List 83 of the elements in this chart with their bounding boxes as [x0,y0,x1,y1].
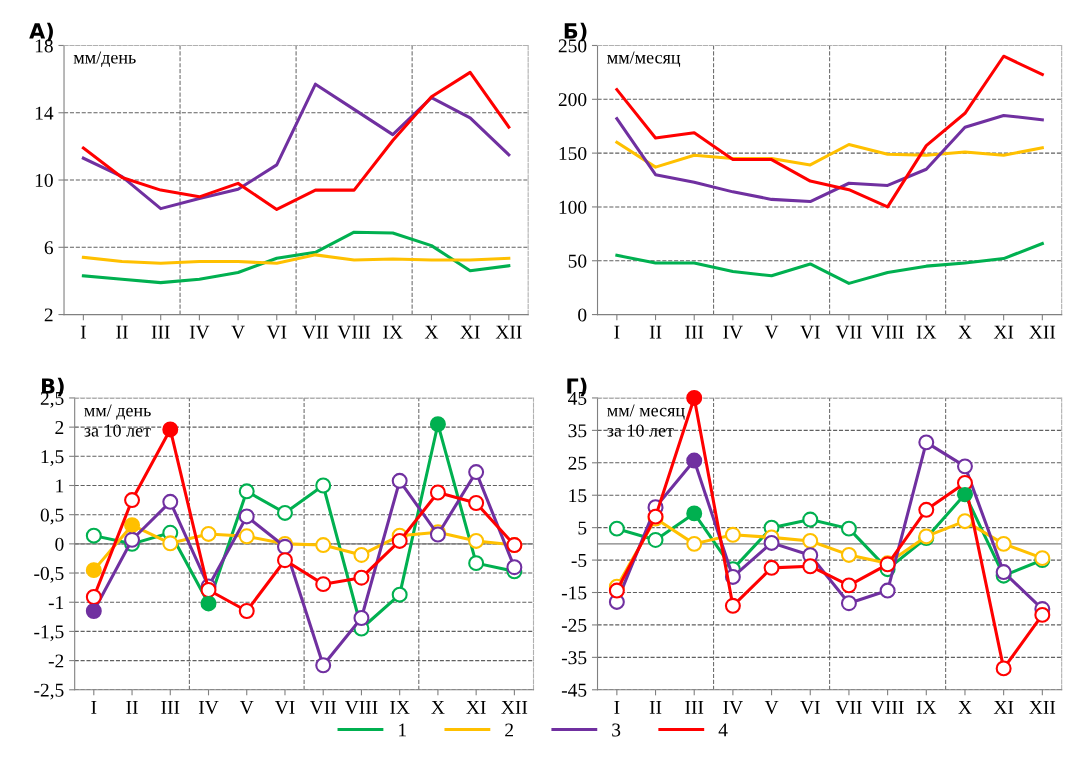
y-tick-label: -15 [561,586,587,600]
x-tick-label: IX [390,700,410,714]
x-tick-label: X [958,700,972,714]
x-tick-label: IX [383,325,403,339]
x-tick-label: XII [501,700,528,714]
legend-label: 3 [612,723,621,737]
annotation: мм/ день за 10 лет [84,404,151,437]
x-tick-label: IV [198,700,219,714]
x-tick-label: VIII [344,700,378,714]
x-tick-label: II [126,700,138,714]
x-tick-label: XII [1029,325,1056,339]
x-tick-label: XII [495,325,522,339]
x-tick-label: V [764,700,779,714]
y-tick-label: 10 [35,173,53,187]
x-tick-label: VIII [871,325,904,339]
x-tick-label: VI [274,700,295,714]
x-tick-label: VII [309,700,337,714]
annotation: мм/день [73,51,136,67]
x-tick-label: X [958,325,972,339]
y-tick-label: -25 [561,618,587,632]
y-tick-label: -1 [48,596,64,609]
x-tick-label: X [431,700,445,714]
x-tick-label: III [685,325,704,339]
x-tick-label: XII [1029,700,1056,714]
y-tick-label: 100 [559,200,587,214]
y-tick-label: 0,5 [40,508,64,525]
x-tick-label: III [151,325,170,339]
x-tick-label: V [239,700,254,714]
x-tick-label: IX [916,325,937,339]
x-tick-label: III [685,700,704,714]
annotation: мм/месяц [607,51,681,67]
y-tick-label: 2 [55,421,64,434]
y-tick-label: 15 [569,489,587,503]
x-tick-label: XI [993,325,1014,339]
x-tick-label: I [614,700,620,714]
y-tick-label: 35 [568,424,587,438]
x-tick-label: XI [466,700,486,714]
y-tick-label: -0,5 [34,566,64,583]
y-tick-label: -2 [48,654,64,668]
x-tick-label: I [91,700,97,714]
x-tick-label: XI [993,700,1014,714]
y-tick-label: 0 [55,537,64,551]
y-tick-label: 200 [558,93,587,107]
x-tick-label: III [161,700,180,714]
x-tick-label: I [614,325,620,339]
x-tick-label: VIII [871,700,904,714]
y-tick-label: 50 [568,254,587,268]
y-tick-label: -45 [561,683,587,697]
x-tick-label: II [649,325,662,339]
x-tick-label: IX [916,700,937,714]
x-tick-label: I [80,325,86,339]
y-tick-label: -1,5 [34,625,64,642]
x-tick-label: V [231,325,245,339]
x-tick-label: VII [302,325,329,339]
y-tick-label: 0 [578,308,587,322]
x-tick-label: V [764,325,779,339]
x-tick-label: II [116,325,128,339]
x-tick-label: IV [723,325,743,339]
y-tick-label: 1 [56,479,64,493]
legend-label: 4 [718,723,728,737]
legend-label: 2 [505,723,513,737]
y-tick-label: 2 [44,308,53,322]
y-tick-label: 14 [35,106,54,120]
y-tick-label: 6 [44,241,54,255]
x-tick-label: VII [835,700,862,714]
x-tick-label: VI [266,325,287,339]
y-tick-label: 150 [559,146,587,161]
x-tick-label: VI [800,700,820,714]
x-tick-label: VI [800,325,820,339]
x-tick-label: VIII [337,325,371,339]
legend-label: 1 [399,723,406,737]
x-tick-label: IV [189,325,210,339]
x-tick-label: II [649,700,662,714]
y-tick-label: 5 [578,521,587,535]
y-tick-label: -35 [561,651,587,665]
x-tick-label: IV [723,700,743,714]
y-tick-label: -2,5 [34,683,64,700]
x-tick-label: X [424,325,439,339]
x-tick-label: VII [835,325,862,339]
y-tick-label: 1,5 [41,450,64,467]
y-tick-label: -5 [571,554,587,568]
y-tick-label: 25 [568,456,587,470]
x-tick-label: XI [460,325,480,339]
